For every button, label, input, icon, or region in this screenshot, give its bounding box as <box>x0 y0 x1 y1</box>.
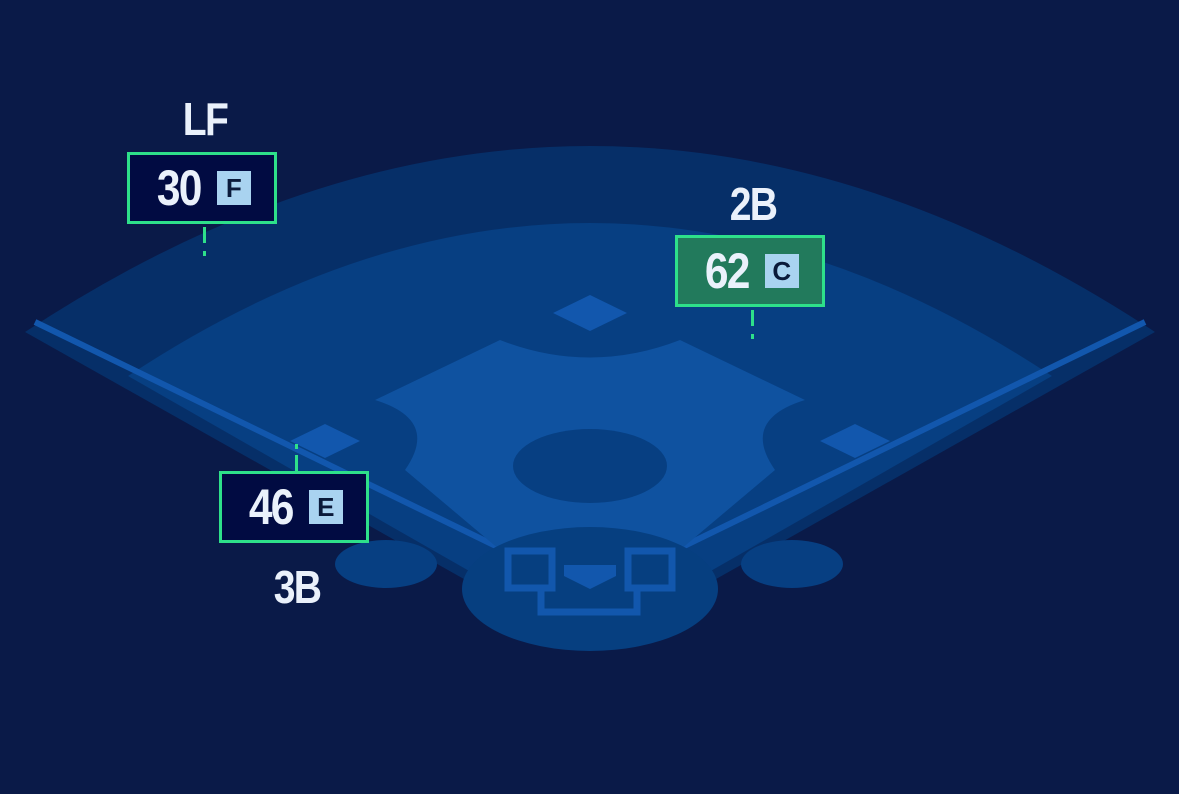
pointer-tick <box>751 334 754 339</box>
pointer-tick <box>295 455 298 472</box>
left-on-deck-circle <box>335 540 437 588</box>
left-foul-line <box>33 319 502 551</box>
score-value: 62 <box>705 243 751 299</box>
right-on-deck-circle <box>741 540 843 588</box>
pitchers-mound <box>513 429 667 503</box>
position-label-2b: 2B <box>729 178 778 230</box>
position-score-box-lf[interactable]: 30 F <box>127 152 277 224</box>
batters-boxes <box>504 547 676 616</box>
second-base <box>553 295 627 331</box>
pointer-tick <box>295 444 298 449</box>
pointer-tick <box>751 310 754 326</box>
grade-badge: C <box>764 254 799 288</box>
pointer-tick <box>203 227 206 243</box>
position-label-lf: LF <box>182 93 229 145</box>
score-value: 46 <box>249 479 295 535</box>
position-score-box-2b[interactable]: 62 C <box>675 235 825 307</box>
grade-badge: F <box>216 171 251 205</box>
first-base <box>820 424 890 458</box>
home-plate <box>564 565 616 589</box>
right-foul-line <box>678 319 1147 551</box>
third-base <box>290 424 360 458</box>
grade-badge: E <box>308 490 343 524</box>
position-label-3b: 3B <box>273 561 322 613</box>
pointer-tick <box>203 251 206 256</box>
score-value: 30 <box>157 160 203 216</box>
position-score-box-3b[interactable]: 46 E <box>219 471 369 543</box>
